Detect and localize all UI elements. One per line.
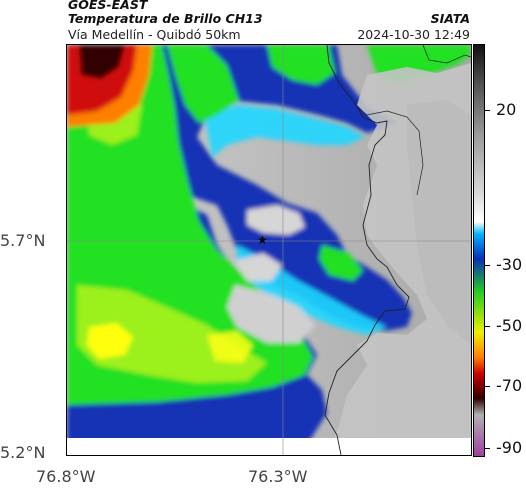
colorbar-label-minus90: -90 bbox=[496, 438, 523, 457]
map-title: Temperatura de Brillo CH13 bbox=[68, 11, 263, 26]
colorbar-label-minus50: -50 bbox=[496, 316, 523, 335]
colorbar-label-minus30: -30 bbox=[496, 255, 523, 274]
timestamp-label: 2024-10-30 12:49 bbox=[357, 27, 470, 42]
colorbar-tick bbox=[485, 326, 490, 327]
lat-tick-5-2: 5.2°N bbox=[0, 443, 46, 462]
colorbar-label-minus70: -70 bbox=[496, 376, 523, 395]
map-subtitle: Vía Medellín - Quibdó 50km bbox=[68, 27, 241, 42]
organization-label: SIATA bbox=[430, 11, 470, 26]
colorbar bbox=[473, 44, 485, 457]
location-marker-star-icon: ★ bbox=[257, 233, 268, 247]
colorbar-tick bbox=[485, 265, 490, 266]
border-line bbox=[324, 45, 410, 455]
gray-cloud-patch bbox=[247, 205, 305, 235]
no-data-strip bbox=[67, 438, 471, 455]
colorbar-label-20: 20 bbox=[496, 100, 517, 119]
lon-tick-76-8: 76.8°W bbox=[36, 467, 96, 486]
brightness-temperature-field: ★ bbox=[67, 45, 471, 455]
satellite-map[interactable]: ★ bbox=[66, 44, 472, 456]
lat-tick-5-7: 5.7°N bbox=[0, 231, 46, 250]
colorbar-tick bbox=[485, 386, 490, 387]
colorbar-tick bbox=[485, 110, 490, 111]
cyan-region bbox=[205, 105, 365, 157]
satellite-name: GOES-EAST bbox=[68, 0, 148, 12]
colorbar-tick bbox=[485, 448, 490, 449]
lon-tick-76-3: 76.3°W bbox=[248, 467, 308, 486]
